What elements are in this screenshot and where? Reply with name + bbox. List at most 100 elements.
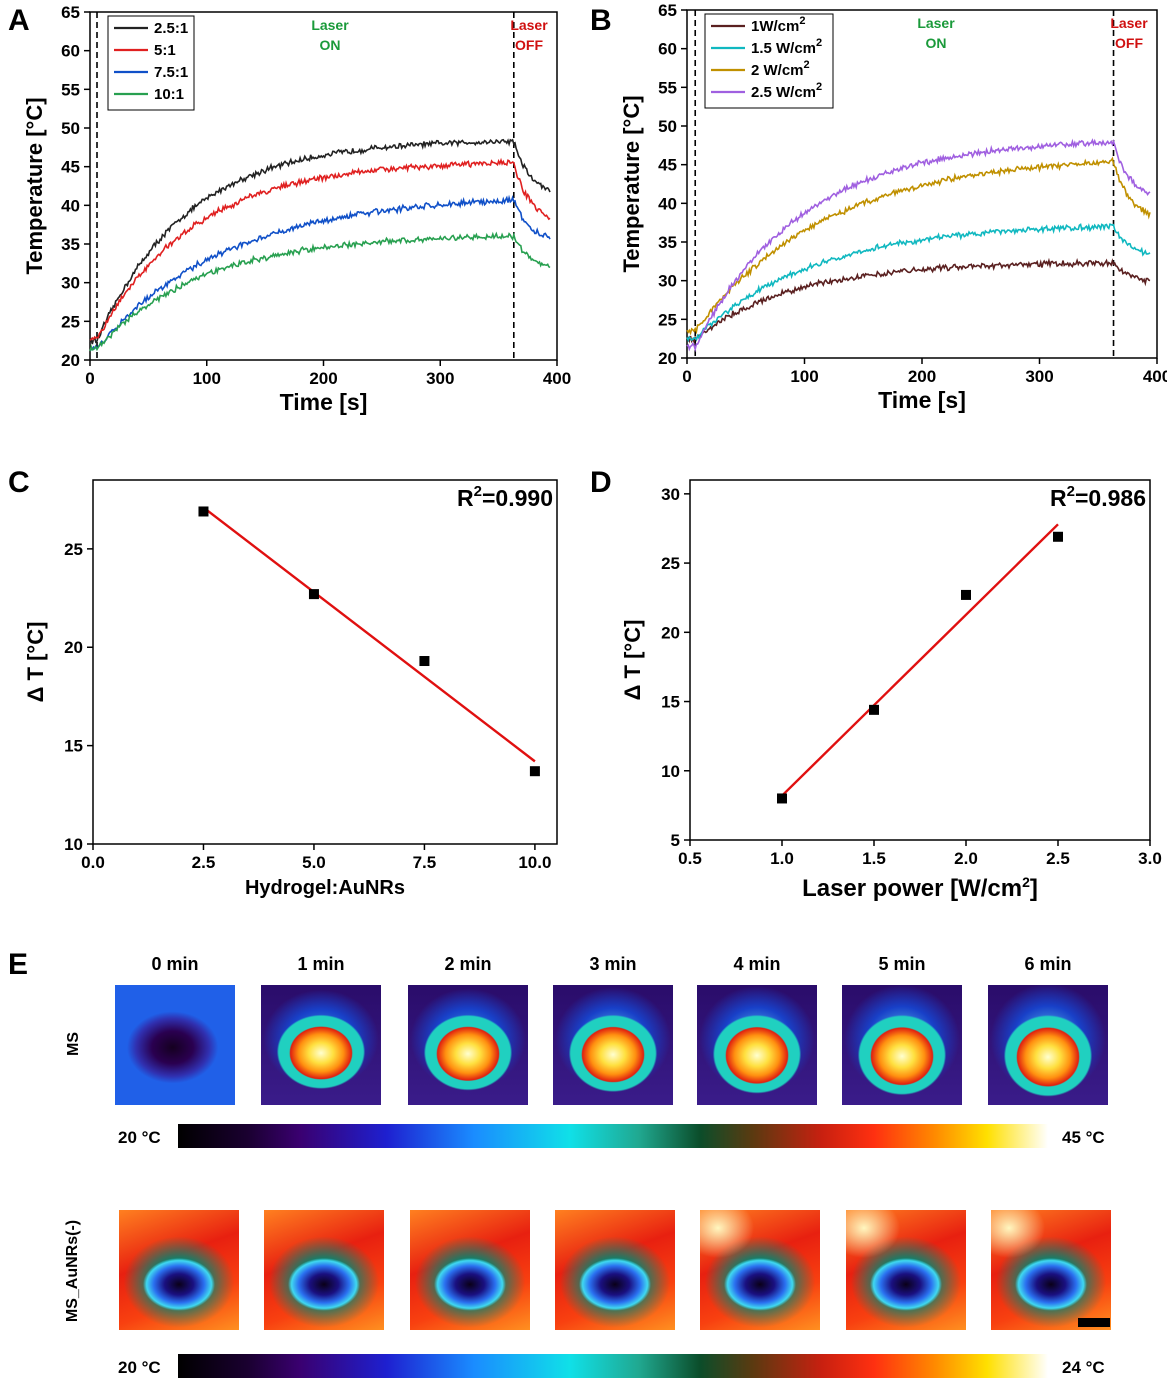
- panel-label-e: E: [8, 948, 29, 981]
- plot-frame: [689, 479, 1151, 841]
- x-tick-label: 200: [908, 367, 936, 386]
- series-line-4: [89, 231, 551, 352]
- colorbar1-max-label: 45 °C: [1062, 1128, 1105, 1147]
- data-point: [1053, 531, 1063, 542]
- plot-frame: [92, 479, 558, 845]
- x-tick-label: 300: [1025, 367, 1053, 386]
- x-tick-label: 0: [85, 369, 94, 388]
- y-tick-label: 15: [661, 693, 680, 712]
- x-tick-label: 400: [1143, 367, 1167, 386]
- x-axis-label: Hydrogel:AuNRs: [245, 877, 405, 899]
- x-axis-label: Time [s]: [878, 387, 966, 413]
- x-tick-label: 1.5: [862, 849, 886, 868]
- x-tick-label: 400: [543, 369, 571, 388]
- x-tick-label: 2.5: [192, 853, 216, 872]
- legend-entry-sup: 2: [816, 37, 822, 49]
- x-tick-label: 100: [790, 367, 818, 386]
- x-axis-label-sup: 2: [1022, 874, 1030, 890]
- legend-entry: 2 W/cm2: [751, 59, 810, 79]
- y-tick-label: 30: [658, 272, 677, 291]
- thermal-image-ms: [261, 985, 381, 1105]
- y-tick-label: 5: [671, 831, 680, 850]
- y-tick-label: 65: [658, 1, 677, 20]
- x-tick-label: 0.5: [678, 849, 702, 868]
- legend-entry-sup: 2: [799, 15, 805, 27]
- thermal-image-ms-aunrs: [410, 1210, 530, 1330]
- y-tick-label: 25: [64, 540, 83, 559]
- chart-a-temperature-ratio: 0 100 200 300 400 20 25 30 35 40 45 50 55 60 65 Time [s…: [22, 3, 571, 415]
- data-point: [961, 589, 971, 600]
- y-tick-label: 60: [658, 40, 677, 59]
- y-tick-label: 35: [61, 235, 80, 254]
- r-squared-sup: 2: [1067, 483, 1075, 500]
- laser-off-label: Laser: [510, 17, 548, 33]
- thermal-image-ms: [553, 985, 673, 1105]
- x-tick-label: 0.0: [81, 853, 105, 872]
- chart-c-deltat-ratio: 0.0 2.5 5.0 7.5 10.0 10 15 20 25 Hydrogel:AuNRs Δ …: [23, 479, 558, 899]
- series-line-1: [686, 257, 1151, 344]
- x-axis-label: Time [s]: [280, 389, 368, 415]
- y-tick-label: 50: [658, 117, 677, 136]
- x-axis-label-end: ]: [1030, 875, 1038, 902]
- row-label-ms: MS: [65, 1032, 82, 1056]
- chart-b-temperature-power: 0 100 200 300 400 20 25 30 35 40 45 50 55 60 65 Time [s…: [619, 1, 1167, 413]
- fit-line: [202, 506, 536, 763]
- colorbar2-min-label: 20 °C: [118, 1358, 161, 1377]
- data-point: [869, 704, 879, 715]
- x-tick-label: 100: [193, 369, 221, 388]
- thermal-image-ms: [842, 985, 962, 1105]
- series-line-2: [686, 223, 1151, 343]
- x-tick-label: 7.5: [413, 853, 437, 872]
- y-tick-label: 25: [658, 310, 677, 329]
- legend-entry: 7.5:1: [154, 64, 188, 81]
- row-label-ms-aunrs: MS_AuNRs(-): [64, 1219, 82, 1323]
- x-axis-label: Laser power [W/cm2]: [802, 874, 1038, 902]
- fit-line: [781, 523, 1059, 797]
- data-point: [419, 656, 430, 667]
- x-tick-label: 300: [426, 369, 454, 388]
- x-tick-label: 1.0: [770, 849, 794, 868]
- chart-d-deltat-power: 0.5 1.0 1.5 2.0 2.5 3.0 5 10 15 20 25 30 Laser power…: [620, 479, 1162, 902]
- laser-on-label: Laser: [311, 17, 349, 33]
- time-label: 3 min: [589, 954, 637, 974]
- colorbar1-min-label: 20 °C: [118, 1128, 161, 1147]
- legend-entry-sup: 2: [816, 81, 822, 93]
- time-label: 6 min: [1024, 954, 1072, 974]
- y-tick-label: 35: [658, 233, 677, 252]
- thermal-image-ms-aunrs: [846, 1210, 966, 1330]
- scale-bar: [1078, 1318, 1110, 1327]
- time-label: 4 min: [733, 954, 781, 974]
- y-tick-label: 40: [658, 194, 677, 213]
- r-squared-value: =0.990: [482, 485, 553, 511]
- series-line-3: [686, 156, 1151, 336]
- legend-entry: 2.5:1: [154, 20, 188, 37]
- laser-on-label-2: ON: [320, 37, 341, 53]
- x-tick-label: 200: [309, 369, 337, 388]
- r-squared-label: R2=0.990: [457, 483, 553, 511]
- r-squared-value: =0.986: [1075, 485, 1146, 511]
- time-label: 5 min: [878, 954, 926, 974]
- panel-label-c: C: [8, 466, 30, 499]
- data-point: [308, 589, 319, 600]
- y-tick-label: 10: [661, 762, 680, 781]
- legend-entry: 1.5 W/cm2: [751, 37, 822, 57]
- x-tick-label: 10.0: [518, 853, 551, 872]
- series-line-4: [686, 138, 1151, 353]
- laser-off-label-2: OFF: [515, 37, 543, 53]
- y-tick-label: 10: [64, 835, 83, 854]
- y-axis-label: Δ T [°C]: [23, 622, 48, 703]
- y-axis-label: Temperature [°C]: [22, 97, 47, 274]
- y-tick-label: 45: [658, 156, 677, 175]
- legend-entry: 10:1: [154, 86, 184, 103]
- laser-off-label: Laser: [1110, 15, 1148, 31]
- r-squared-sup: 2: [474, 483, 482, 500]
- y-tick-label: 30: [61, 274, 80, 293]
- y-tick-label: 55: [61, 80, 80, 99]
- thermal-image-ms-aunrs: [119, 1210, 239, 1330]
- y-tick-label: 30: [661, 485, 680, 504]
- thermal-image-ms: [408, 985, 528, 1105]
- colorbar2-max-label: 24 °C: [1062, 1358, 1105, 1377]
- data-point: [777, 793, 787, 804]
- data-point: [198, 506, 209, 517]
- thermal-image-ms-aunrs: [991, 1210, 1111, 1330]
